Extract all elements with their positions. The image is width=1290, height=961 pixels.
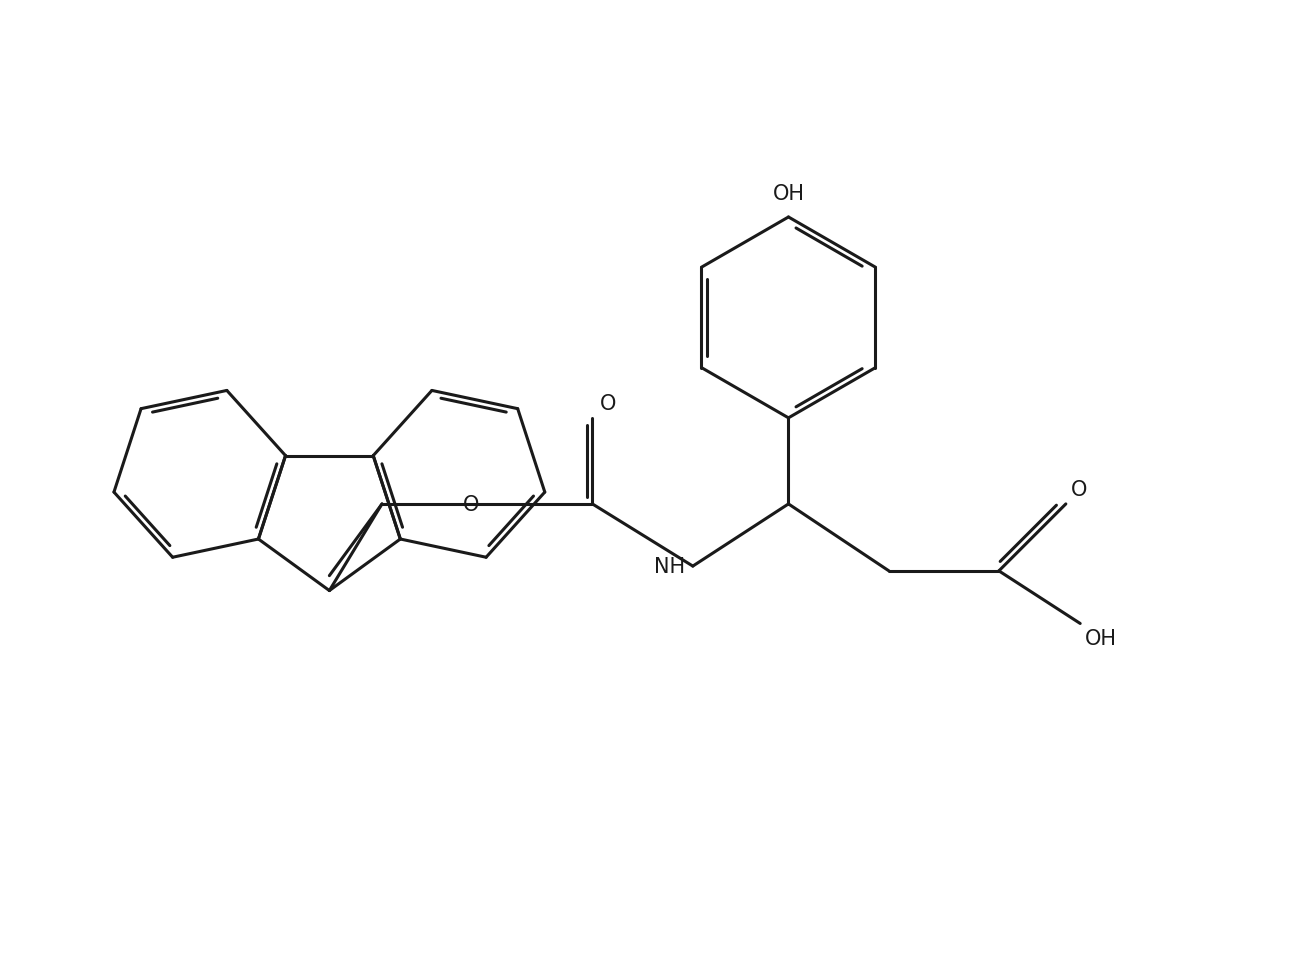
Text: O: O [1071, 480, 1087, 500]
Text: OH: OH [1085, 628, 1117, 649]
Text: O: O [463, 494, 480, 514]
Text: NH: NH [654, 556, 685, 577]
Text: OH: OH [773, 184, 805, 204]
Text: O: O [600, 394, 617, 413]
